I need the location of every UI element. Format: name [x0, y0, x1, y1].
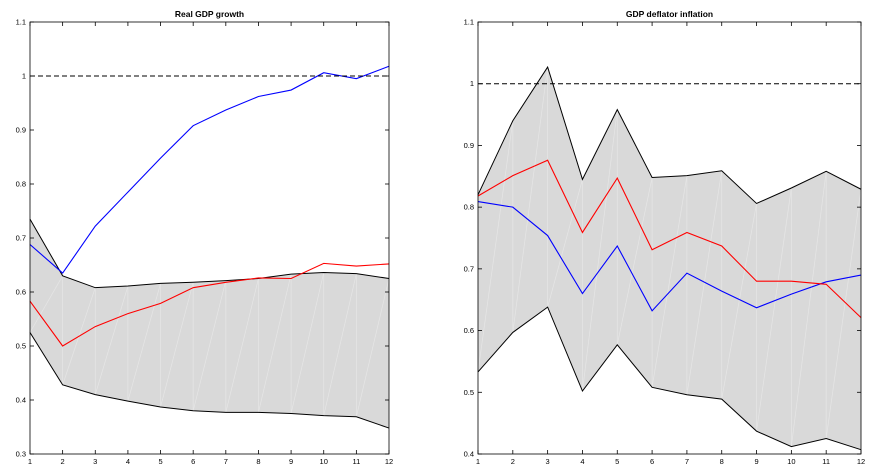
x-tick-label: 6	[191, 457, 195, 466]
series-line-2	[29, 262, 390, 347]
x-tick-label: 4	[580, 457, 584, 466]
confidence-band	[30, 219, 389, 429]
y-tick-label: 0.5	[464, 388, 474, 397]
x-tick-label: 10	[320, 457, 328, 466]
band-mesh-line	[651, 175, 688, 388]
axes-frame	[477, 21, 862, 455]
x-tick-label: 2	[61, 457, 65, 466]
chart-panel-gdp-deflator-inflation: 0.40.50.60.70.80.911.11 2 3 4 5 6 7 8 9 10 11 12GDP…	[464, 9, 866, 466]
y-tick-label: 1	[470, 79, 474, 88]
x-tick-label: 9	[289, 457, 293, 466]
band-mesh-line	[192, 280, 227, 411]
x-tick-label: 8	[256, 457, 260, 466]
band-mesh-line	[756, 187, 792, 432]
x-tick-label: 9	[754, 457, 758, 466]
y-tick-label: 0.6	[16, 288, 26, 297]
y-tick-label: 0.6	[464, 326, 474, 335]
band-mesh-line	[547, 179, 583, 308]
chart-title: Real GDP growth	[175, 9, 244, 19]
band-mesh-line	[582, 109, 618, 392]
band-mesh-line	[127, 283, 161, 402]
y-tick-label: 0.9	[464, 141, 474, 150]
series-line-1	[477, 201, 862, 312]
band-mesh-line	[721, 203, 757, 400]
y-tick-label: 0.4	[16, 396, 26, 405]
band-mesh-line	[258, 274, 292, 413]
series-line-2	[477, 159, 862, 319]
band-mesh-line	[825, 189, 862, 439]
x-tick-label: 12	[857, 457, 865, 466]
y-tick-label: 0.5	[16, 342, 26, 351]
y-tick-label: 0.7	[464, 264, 474, 273]
band-mesh-line	[686, 170, 723, 395]
band-mesh	[477, 67, 862, 447]
x-tick-label: 3	[93, 457, 97, 466]
x-tick-label: 7	[685, 457, 689, 466]
y-tick-label: 0.7	[16, 234, 26, 243]
band-mesh-line	[160, 282, 194, 408]
x-tick-label: 2	[511, 457, 515, 466]
x-tick-label: 5	[615, 457, 619, 466]
band-mesh-line	[94, 285, 129, 395]
band-mesh-line	[225, 278, 259, 413]
x-tick-label: 1	[28, 457, 32, 466]
y-tick-label: 0.3	[16, 450, 26, 459]
band-mesh-line	[356, 278, 390, 417]
x-tick-label: 6	[650, 457, 654, 466]
confidence-band	[478, 67, 861, 450]
band-mesh-line	[791, 171, 827, 447]
y-tick-label: 0.9	[16, 126, 26, 135]
y-tick-label: 1	[22, 72, 26, 81]
band-mesh-line	[29, 275, 63, 333]
y-tick-label: 1.1	[464, 18, 474, 27]
x-tick-label: 8	[720, 457, 724, 466]
y-tick-label: 0.4	[464, 450, 474, 459]
x-tick-label: 1	[476, 457, 480, 466]
band-lower-line	[29, 332, 390, 429]
band-mesh-line	[477, 120, 514, 372]
band-mesh-line	[512, 67, 548, 333]
band-mesh-line	[290, 272, 325, 414]
x-tick-label: 11	[822, 457, 830, 466]
band-upper-line	[477, 65, 862, 205]
x-tick-label: 5	[158, 457, 162, 466]
band-lower-line	[477, 306, 862, 451]
y-tick-label: 0.8	[464, 203, 474, 212]
x-tick-label: 11	[352, 457, 360, 466]
band-upper-line	[29, 218, 390, 289]
y-tick-label: 1.1	[16, 18, 26, 27]
x-tick-label: 10	[787, 457, 795, 466]
x-tick-label: 7	[224, 457, 228, 466]
series-line-1	[29, 65, 390, 274]
chart-title: GDP deflator inflation	[626, 9, 713, 19]
band-mesh-line	[323, 273, 357, 416]
x-tick-label: 3	[546, 457, 550, 466]
x-tick-label: 12	[385, 457, 393, 466]
band-mesh-line	[616, 177, 653, 345]
chart-panel-real-gdp-growth: 0.30.40.50.60.70.80.911.11 2 3 4 5 6 7 8 9 10 11 12…	[16, 9, 394, 466]
y-tick-label: 0.8	[16, 180, 26, 189]
x-tick-label: 4	[126, 457, 130, 466]
